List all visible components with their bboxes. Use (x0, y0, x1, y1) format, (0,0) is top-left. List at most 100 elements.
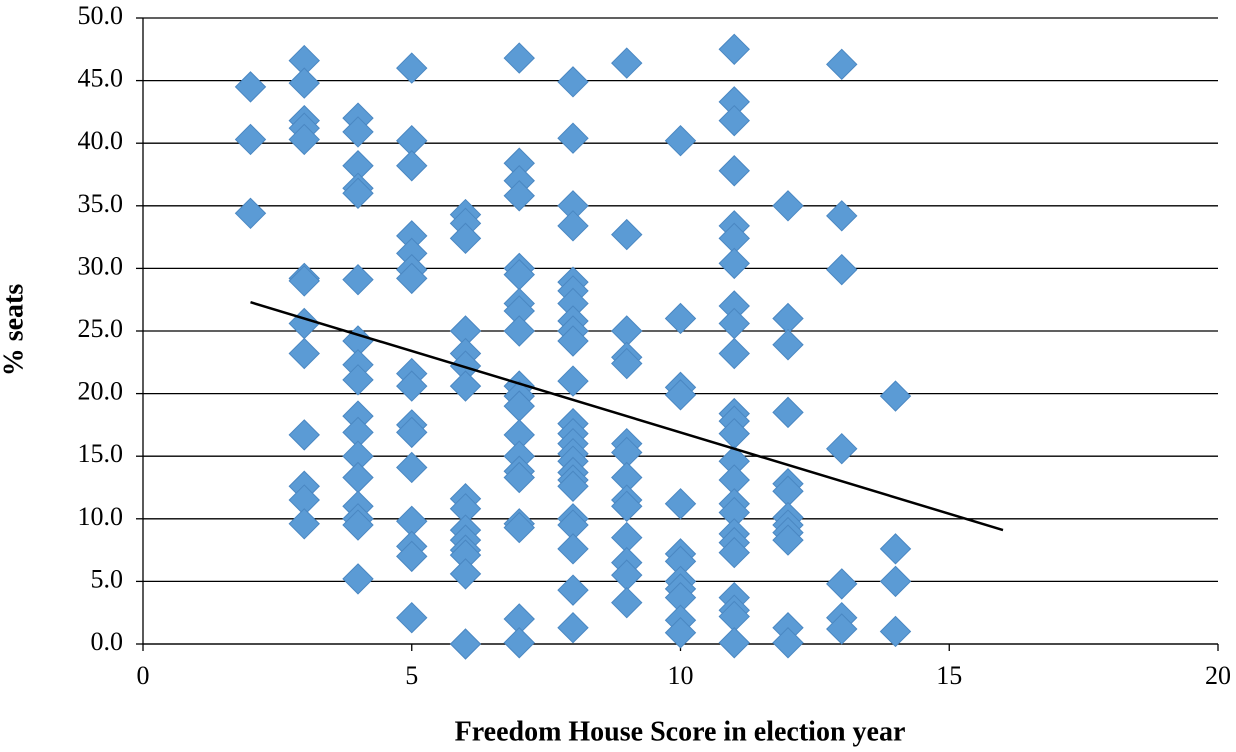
scatter-point (234, 71, 267, 103)
scatter-point (288, 307, 320, 340)
scatter-point (772, 329, 804, 361)
scatter-point (879, 615, 912, 648)
scatter-point (718, 247, 750, 280)
scatter-point (772, 524, 804, 556)
scatter-point (503, 627, 535, 659)
scatter-point (772, 396, 804, 429)
scatter-point (718, 307, 750, 340)
scatter-point (826, 432, 858, 465)
scatter-point (503, 42, 535, 74)
scatter-point (342, 116, 374, 148)
scatter-point (611, 315, 643, 347)
scatter-point (342, 263, 374, 296)
scatter-point (557, 66, 589, 98)
x-tick-label: 20 (1205, 661, 1231, 690)
scatter-point (557, 470, 589, 502)
trendline (250, 301, 1004, 532)
y-tick-label: 5.0 (91, 564, 124, 593)
scatter-point (449, 370, 482, 402)
scatter-point (557, 574, 589, 606)
scatter-point (879, 565, 912, 598)
x-tick-label: 15 (936, 661, 962, 690)
x-tick-label: 5 (405, 661, 418, 690)
y-tick-label: 45.0 (78, 64, 124, 93)
scatter-point (557, 365, 589, 397)
scatter-point (449, 628, 482, 660)
scatter-point (718, 627, 750, 659)
scatter-point (396, 416, 428, 449)
scatter-point (234, 197, 267, 230)
scatter-point (718, 33, 750, 66)
scatter-point (826, 48, 858, 81)
scatter-point (557, 612, 589, 644)
y-tick-label: 15.0 (78, 439, 124, 468)
scatter-point (288, 67, 320, 99)
x-tick-label: 10 (668, 661, 694, 690)
x-tick-label: 0 (137, 661, 150, 690)
scatter-point (288, 123, 320, 156)
scatter-point (503, 511, 535, 544)
scatter-point (611, 47, 643, 79)
scatter-point (288, 419, 320, 451)
scatter-point (718, 536, 750, 569)
scatter-point (234, 123, 267, 156)
scatter-point (449, 222, 482, 255)
scatter-point (664, 302, 697, 335)
scatter-point (611, 347, 643, 380)
scatter-point (288, 508, 320, 540)
scatter-point (611, 586, 643, 619)
scatter-point (664, 617, 697, 649)
y-tick-label: 30.0 (78, 251, 124, 280)
scatter-point (396, 52, 428, 84)
y-tick-label: 20.0 (78, 377, 124, 406)
scatter-point (342, 364, 374, 396)
scatter-point (664, 488, 697, 520)
scatter-point (557, 533, 589, 565)
scatter-point (718, 104, 750, 137)
scatter-point (396, 602, 428, 634)
y-tick-label: 35.0 (78, 189, 124, 218)
scatter-point (772, 627, 804, 659)
scatter-point (396, 451, 428, 484)
scatter-point (826, 568, 858, 600)
scatter-point (772, 190, 804, 222)
y-tick-label: 10.0 (78, 502, 124, 531)
scatter-point (557, 210, 589, 242)
scatter-point (718, 155, 750, 187)
scatter-point (772, 302, 804, 335)
y-tick-label: 50.0 (78, 1, 124, 30)
scatter-point (879, 380, 912, 412)
scatter-point (826, 253, 858, 286)
scatter-point (449, 558, 482, 590)
scatter-point (396, 370, 428, 402)
scatter-point (826, 613, 858, 645)
scatter-point (396, 262, 428, 295)
scatter-point (718, 337, 750, 370)
scatter-point (342, 177, 374, 209)
scatter-point (826, 200, 858, 232)
scatter-point (503, 180, 535, 212)
scatter-point (342, 461, 374, 494)
scatter-point (664, 379, 697, 411)
scatter-point (396, 150, 428, 182)
scatter-point (396, 540, 428, 573)
y-tick-label: 0.0 (91, 627, 124, 656)
scatter-point (611, 490, 643, 522)
scatter-point (611, 218, 643, 251)
scatter-point (288, 337, 320, 370)
y-tick-label: 25.0 (78, 314, 124, 343)
scatter-point (342, 509, 374, 541)
scatter-point (557, 122, 589, 154)
scatter-point (342, 563, 374, 595)
y-axis-title: % seats (0, 284, 29, 377)
scatter-point (664, 124, 697, 157)
scatter-point (503, 315, 535, 347)
scatter-point (879, 533, 912, 565)
scatter-point (503, 461, 535, 494)
x-axis-title: Freedom House Score in election year (455, 716, 906, 747)
scatter-point (557, 325, 589, 357)
scatter-point (288, 265, 320, 297)
y-tick-label: 40.0 (78, 126, 124, 155)
